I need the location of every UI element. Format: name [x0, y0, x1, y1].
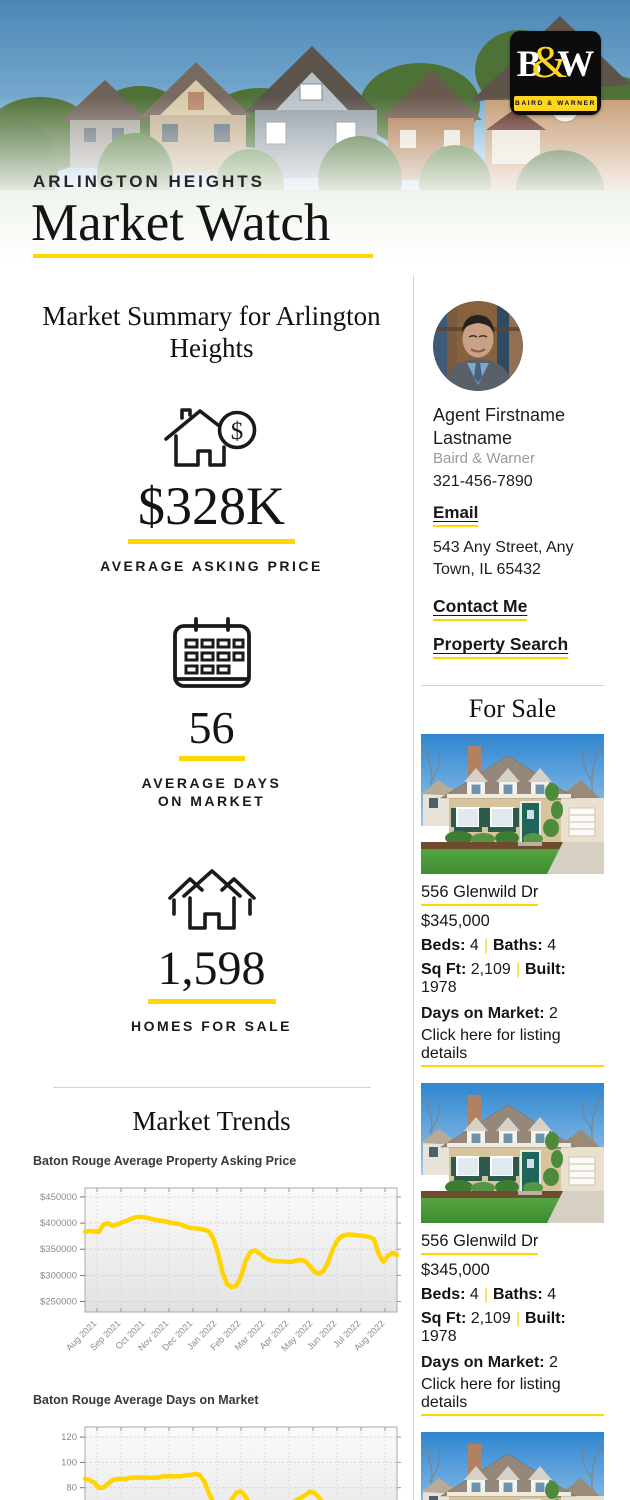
stat-average-asking-price: $ $328K AVERAGE ASKING PRICE — [33, 403, 390, 576]
for-sale-title: For Sale — [468, 694, 557, 724]
separator: | — [515, 961, 520, 979]
listing-address-link[interactable]: 556 Glenwild Dr — [421, 883, 539, 907]
agent-sidebar: Agent Firstname Lastname Baird & Warner … — [413, 275, 617, 1500]
email-link[interactable]: Email — [433, 503, 479, 527]
svg-text:80: 80 — [66, 1482, 77, 1493]
property-search-link[interactable]: Property Search — [433, 634, 569, 660]
agent-name: Agent Firstname Lastname — [433, 405, 566, 448]
days-on-market-chart: Baton Rouge Average Days on Market Aug 2… — [33, 1392, 401, 1500]
listing-beds-baths: Beds: 4 | Baths: 4 — [421, 1286, 557, 1304]
svg-text:$350000: $350000 — [40, 1244, 77, 1255]
svg-text:100: 100 — [61, 1457, 77, 1468]
listing-days-on-market: Days on Market: 2 — [421, 1354, 558, 1372]
stat-label-days-on-market: AVERAGE DAYS ON MARKET — [141, 775, 282, 809]
house-dollar-icon: $ — [163, 407, 256, 467]
stat-homes-for-sale: 1,598 HOMES FOR SALE — [33, 864, 390, 1035]
listing-card: 556 Glenwild Dr $345,000 Beds: 4 | Baths: … — [421, 734, 604, 1068]
listing-beds-baths: Beds: 4 | Baths: 4 — [421, 937, 557, 955]
baird-warner-logo[interactable]: B & W BAIRD & WARNER — [510, 31, 601, 115]
agent-avatar — [433, 301, 523, 391]
for-sale-divider — [421, 685, 604, 687]
contact-me-link[interactable]: Contact Me — [433, 596, 528, 622]
listing-photo[interactable] — [421, 734, 604, 875]
logo-brand-name: BAIRD & WARNER — [514, 96, 597, 111]
listing-sqft-built: Sq Ft: 2,109 | Built: 1978 — [421, 1310, 566, 1346]
page-title: Market Watch — [31, 194, 331, 252]
asking-price-chart-plot: Aug 2021 Sep 2021 Oct 2021 Nov 2021 Dec 2021… — [33, 1174, 401, 1379]
svg-text:$450000: $450000 — [40, 1192, 77, 1203]
listing-days-on-market: Days on Market: 2 — [421, 1005, 558, 1023]
homes-icon — [167, 869, 256, 931]
listing-details-link[interactable]: Click here for listing details — [421, 1027, 604, 1068]
svg-text:120: 120 — [61, 1432, 77, 1443]
agent-card: Agent Firstname Lastname Baird & Warner … — [421, 301, 617, 660]
asking-price-chart: Baton Rouge Average Property Asking Pric… — [33, 1153, 401, 1379]
listing-sqft-built: Sq Ft: 2,109 | Built: 1978 — [421, 961, 566, 997]
location-kicker: ARLINGTON HEIGHTS — [33, 172, 266, 191]
listing-photo[interactable] — [421, 1083, 604, 1224]
stat-label-homes-for-sale: HOMES FOR SALE — [130, 1017, 292, 1034]
svg-text:$250000: $250000 — [40, 1296, 77, 1307]
listing-price: $345,000 — [421, 1261, 490, 1280]
calendar-icon — [172, 616, 251, 688]
listing-price: $345,000 — [421, 912, 490, 931]
logo-monogram: B & W — [516, 36, 595, 87]
stat-average-days-on-market: 56 AVERAGE DAYS ON MARKET — [33, 616, 390, 811]
banner: B & W BAIRD & WARNER ARLINGTON HEIGHTS Mar… — [0, 0, 630, 262]
listing-details-link[interactable]: Click here for listing details — [421, 1376, 604, 1417]
separator: | — [483, 937, 488, 955]
section-divider — [52, 1087, 371, 1089]
title-underline — [33, 254, 373, 258]
stat-label-asking-price: AVERAGE ASKING PRICE — [100, 558, 323, 575]
agent-address: 543 Any Street, Any Town, IL 65432 — [433, 539, 574, 578]
market-trends-title: Market Trends — [132, 1106, 291, 1137]
stat-value-homes-for-sale: 1,598 — [147, 945, 276, 1004]
separator: | — [515, 1310, 520, 1328]
listing-card: 556 Glenwild Dr $345,000 — [421, 1432, 604, 1500]
agent-phone: 321-456-7890 — [433, 473, 533, 490]
listing-card: 556 Glenwild Dr $345,000 Beds: 4 | Baths: … — [421, 1083, 604, 1417]
days-on-market-chart-title: Baton Rouge Average Days on Market — [33, 1392, 259, 1407]
separator: | — [483, 1286, 488, 1304]
svg-text:$: $ — [230, 418, 243, 445]
listing-photo[interactable] — [421, 1432, 604, 1500]
svg-text:$300000: $300000 — [40, 1270, 77, 1281]
svg-text:$400000: $400000 — [40, 1218, 77, 1229]
asking-price-chart-title: Baton Rouge Average Property Asking Pric… — [33, 1153, 297, 1168]
listing-address-link[interactable]: 556 Glenwild Dr — [421, 1232, 539, 1256]
stat-value-days-on-market: 56 — [178, 704, 245, 762]
stat-value-asking-price: $328K — [128, 479, 295, 545]
summary-title: Market Summary for Arlington Heights — [42, 301, 381, 364]
market-summary-column: Market Summary for Arlington Heights $ $… — [33, 300, 401, 1500]
agent-company: Baird & Warner — [433, 450, 535, 467]
